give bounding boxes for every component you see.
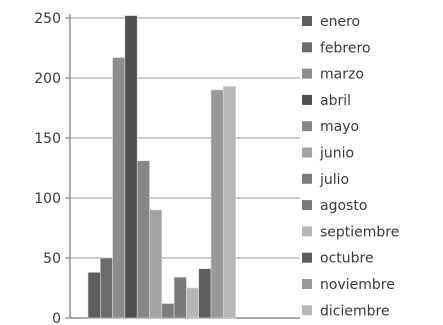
- legend-swatch-agosto: [302, 200, 312, 211]
- legend-label-marzo: marzo: [320, 67, 364, 83]
- legend-swatch-septiembre: [302, 226, 312, 237]
- legend-swatch-julio: [302, 173, 312, 184]
- legend-label-septiembre: septiembre: [320, 224, 399, 240]
- legend-label-febrero: febrero: [320, 40, 371, 56]
- bar-agosto: [173, 276, 187, 319]
- legend-label-noviembre: noviembre: [320, 277, 395, 293]
- legend-label-enero: enero: [320, 14, 360, 30]
- legend-label-agosto: agosto: [320, 198, 367, 214]
- y-tick-label: 100: [34, 191, 61, 207]
- y-tick-labels: 0 50 100 150 200 250: [34, 11, 61, 325]
- y-tick-label: 200: [34, 71, 61, 87]
- legend-swatch-abril: [302, 94, 312, 105]
- bar-abril: [124, 15, 138, 319]
- bar-julio: [161, 303, 175, 319]
- legend-swatch-enero: [302, 16, 312, 26]
- bar-septiembre: [186, 287, 199, 319]
- bar-marzo: [112, 57, 126, 319]
- legend-swatch-junio: [302, 147, 312, 158]
- legend-label-abril: abril: [320, 93, 351, 109]
- y-tick-label: 50: [43, 251, 61, 267]
- bar-febrero: [100, 257, 113, 319]
- legend-swatch-octubre: [302, 252, 312, 263]
- bars: [87, 15, 236, 319]
- y-tick-label: 150: [34, 131, 61, 147]
- legend-swatch-mayo: [302, 121, 312, 132]
- legend: enero febrero marzo abril mayo junio julio agos…: [302, 14, 399, 319]
- bar-noviembre: [210, 89, 224, 319]
- bar-enero: [87, 272, 101, 319]
- legend-swatch-febrero: [302, 42, 312, 53]
- bar-mayo: [136, 160, 150, 319]
- y-tick-label: 0: [52, 311, 61, 325]
- legend-swatch-marzo: [302, 68, 312, 79]
- y-tick-label: 250: [34, 11, 61, 27]
- legend-label-junio: junio: [319, 146, 354, 162]
- legend-swatch-diciembre: [302, 305, 312, 316]
- legend-label-mayo: mayo: [320, 119, 359, 135]
- bar-junio: [149, 209, 163, 319]
- legend-label-diciembre: diciembre: [320, 303, 390, 319]
- legend-label-julio: julio: [319, 172, 349, 188]
- legend-swatch-noviembre: [302, 279, 312, 289]
- legend-label-octubre: octubre: [320, 251, 374, 267]
- bar-octubre: [198, 268, 212, 319]
- bar-diciembre: [223, 86, 236, 319]
- gridlines: [70, 17, 300, 259]
